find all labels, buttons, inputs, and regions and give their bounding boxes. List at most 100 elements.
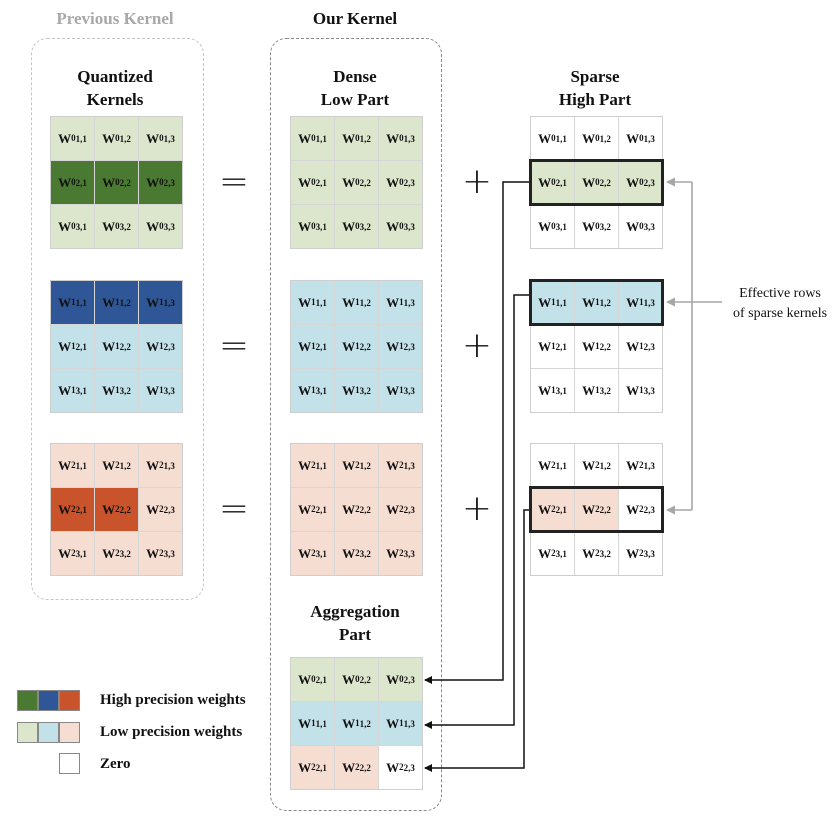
legend-label-zero: Zero — [100, 756, 131, 772]
weight-cell-1-1: W 2 1,1 — [291, 444, 334, 487]
aggregation-cell-1-3: W 1 1,3 — [379, 702, 422, 745]
weight-cell-2-1: W 2 2,1 — [291, 488, 334, 531]
weight-cell-2-3: W 2 2,3 — [379, 488, 422, 531]
weight-cell-2-1: W 0 2,1 — [291, 161, 334, 204]
weight-cell-1-2: W 1 1,2 — [95, 281, 138, 324]
plus-sign-2: + — [461, 488, 493, 529]
weight-cell-3-3: W 2 3,3 — [379, 532, 422, 575]
weight-cell-2-1: W 2 2,1 — [51, 488, 94, 531]
aggregation-cell-1-2: W 1 1,2 — [335, 702, 378, 745]
route-arrow-1 — [424, 294, 529, 729]
weight-cell-3-3: W 1 3,3 — [619, 369, 662, 412]
weight-cell-2-2: W 1 2,2 — [95, 325, 138, 368]
dense-title-line2: Low Part — [320, 90, 390, 109]
aggregation-matrix: W 0 2,1 W 0 2,2 W 0 2,3 W 1 1,1 W 1 1,2 W 1 1,3 W 2 2,1 W 2 2,2… — [290, 657, 423, 790]
equals-sign-1: = — [218, 325, 250, 366]
weight-cell-3-3: W 2 3,3 — [619, 532, 662, 575]
effective-row-highlight-1 — [529, 279, 664, 326]
quantized-kernel-0: W 0 1,1 W 0 1,2 W 0 1,3 W 0 2,1 W 0 2,2 W 0 2,3 W 0 3,1 W 0 3,2… — [50, 116, 183, 249]
weight-cell-1-3: W 0 1,3 — [619, 117, 662, 160]
weight-cell-3-3: W 0 3,3 — [139, 205, 182, 248]
weight-cell-1-2: W 0 1,2 — [335, 117, 378, 160]
aggregation-cell-1-1: W 1 1,1 — [291, 702, 334, 745]
sparse-high-kernel-1: W 1 1,1 W 1 1,2 W 1 1,3 W 1 2,1 W 1 2,2 W 1 2,3 W 1 3,1 W 1 3,2… — [530, 280, 663, 413]
weight-cell-3-1: W 0 3,1 — [291, 205, 334, 248]
weight-cell-1-3: W 1 1,3 — [139, 281, 182, 324]
aggregation-cell-2-2: W 2 2,2 — [335, 746, 378, 789]
weight-cell-1-3: W 2 1,3 — [139, 444, 182, 487]
weight-cell-2-3: W 1 2,3 — [619, 325, 662, 368]
weight-cell-2-2: W 0 2,2 — [335, 161, 378, 204]
effective-rows-annotation: Effective rows of sparse kernels — [720, 284, 836, 324]
weight-cell-1-3: W 2 1,3 — [619, 444, 662, 487]
weight-cell-3-2: W 2 3,2 — [335, 532, 378, 575]
legend-swatch-high-blue — [38, 690, 59, 711]
equals-sign-2: = — [218, 488, 250, 529]
weight-cell-2-2: W 2 2,2 — [335, 488, 378, 531]
weight-cell-1-1: W 0 1,1 — [51, 117, 94, 160]
weight-cell-2-2: W 1 2,2 — [575, 325, 618, 368]
effective-row-highlight-2 — [529, 486, 664, 533]
weight-cell-1-3: W 0 1,3 — [379, 117, 422, 160]
weight-cell-1-1: W 1 1,1 — [531, 281, 574, 324]
weight-cell-2-1: W 1 2,1 — [531, 325, 574, 368]
weight-cell-1-1: W 0 1,1 — [291, 117, 334, 160]
weight-cell-3-2: W 1 3,2 — [575, 369, 618, 412]
sparse-high-kernel-2: W 2 1,1 W 2 1,2 W 2 1,3 W 2 2,1 W 2 2,2 W 2 2,3 W 2 3,1 W 2 3,2… — [530, 443, 663, 576]
dense-low-kernel-1: W 1 1,1 W 1 1,2 W 1 1,3 W 1 2,1 W 1 2,2 W 1 2,3 W 1 3,1 W 1 3,2… — [290, 280, 423, 413]
quantized-title-line1: Quantized — [77, 67, 153, 86]
weight-cell-2-3: W 2 2,3 — [139, 488, 182, 531]
weight-cell-1-2: W 1 1,2 — [575, 281, 618, 324]
weight-cell-2-2: W 0 2,2 — [575, 161, 618, 204]
weight-cell-3-2: W 1 3,2 — [335, 369, 378, 412]
aggregation-title-line2: Part — [338, 625, 372, 644]
weight-cell-1-1: W 1 1,1 — [51, 281, 94, 324]
legend-swatch-low-orange — [59, 722, 80, 743]
weight-cell-2-1: W 2 2,1 — [531, 488, 574, 531]
aggregation-part-title: Aggregation Part — [280, 600, 430, 646]
weight-cell-2-3: W 0 2,3 — [139, 161, 182, 204]
weight-cell-2-3: W 0 2,3 — [379, 161, 422, 204]
sparse-title-line2: High Part — [558, 90, 632, 109]
weight-cell-1-3: W 1 1,3 — [619, 281, 662, 324]
quantized-kernel-1: W 1 1,1 W 1 1,2 W 1 1,3 W 1 2,1 W 1 2,2 W 1 2,3 W 1 3,1 W 1 3,2… — [50, 280, 183, 413]
effective-row-highlight-0 — [529, 159, 664, 206]
annotation-line1: Effective rows — [739, 286, 821, 301]
sparse-title-line1: Sparse — [570, 67, 620, 86]
weight-cell-3-1: W 1 3,1 — [531, 369, 574, 412]
weight-cell-1-3: W 0 1,3 — [139, 117, 182, 160]
previous-kernel-header: Previous Kernel — [56, 9, 174, 28]
weight-cell-1-3: W 1 1,3 — [379, 281, 422, 324]
dense-title-line1: Dense — [333, 67, 377, 86]
weight-cell-3-1: W 2 3,1 — [291, 532, 334, 575]
weight-cell-2-1: W 0 2,1 — [51, 161, 94, 204]
legend-swatch-high-orange — [59, 690, 80, 711]
weight-cell-3-2: W 0 3,2 — [575, 205, 618, 248]
weight-cell-2-1: W 0 2,1 — [531, 161, 574, 204]
legend-label-low: Low precision weights — [100, 724, 243, 740]
weight-cell-1-1: W 2 1,1 — [51, 444, 94, 487]
legend-swatch-zero — [59, 753, 80, 774]
aggregation-title-line1: Aggregation — [310, 602, 400, 621]
legend-swatch-low-blue — [38, 722, 59, 743]
weight-cell-3-3: W 1 3,3 — [379, 369, 422, 412]
legend-swatch-high-green — [17, 690, 38, 711]
route-arrow-2 — [424, 509, 529, 772]
plus-sign-0: + — [461, 161, 493, 202]
plus-sign-1: + — [461, 325, 493, 366]
dense-low-kernel-0: W 0 1,1 W 0 1,2 W 0 1,3 W 0 2,1 W 0 2,2 W 0 2,3 W 0 3,1 W 0 3,2… — [290, 116, 423, 249]
route-arrow-0 — [424, 181, 529, 684]
weight-cell-2-3: W 1 2,3 — [139, 325, 182, 368]
weight-cell-1-1: W 1 1,1 — [291, 281, 334, 324]
aggregation-cell-0-2: W 0 2,2 — [335, 658, 378, 701]
aggregation-cell-0-1: W 0 2,1 — [291, 658, 334, 701]
weight-cell-1-2: W 0 1,2 — [575, 117, 618, 160]
weight-cell-3-1: W 2 3,1 — [531, 532, 574, 575]
dense-low-kernel-2: W 2 1,1 W 2 1,2 W 2 1,3 W 2 2,1 W 2 2,2 W 2 2,3 W 2 3,1 W 2 3,2… — [290, 443, 423, 576]
weight-cell-2-2: W 0 2,2 — [95, 161, 138, 204]
weight-cell-3-2: W 0 3,2 — [335, 205, 378, 248]
weight-cell-1-3: W 2 1,3 — [379, 444, 422, 487]
weight-cell-3-3: W 0 3,3 — [379, 205, 422, 248]
weight-cell-1-1: W 0 1,1 — [531, 117, 574, 160]
